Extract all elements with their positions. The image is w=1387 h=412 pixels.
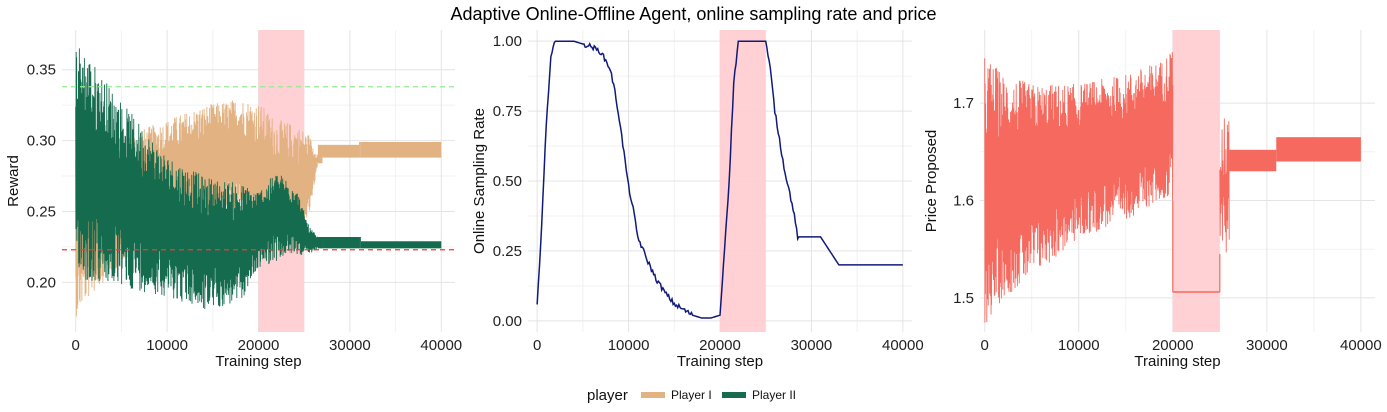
y-tick-label: 0.50 <box>493 173 522 190</box>
x-axis-title: Training step <box>677 353 763 370</box>
player-i-band <box>317 144 323 164</box>
y-tick-label: 1.5 <box>953 290 974 307</box>
y-tick-label: 0.25 <box>493 243 522 260</box>
y-tick-label: 0.25 <box>27 203 56 220</box>
player-ii-band <box>317 237 323 249</box>
sampling-rate-panel: 0 10000 20000 30000 40000 0.00 0.25 0.50 0.75 1.0… <box>471 30 924 370</box>
y-axis-title: Reward <box>5 155 22 207</box>
x-tick-label: 0 <box>72 337 80 354</box>
y-axis-title: Online Sampling Rate <box>471 108 488 254</box>
x-tick-label: 10000 <box>146 337 188 354</box>
legend: player Player I Player II <box>587 387 796 404</box>
x-tick-label: 20000 <box>238 337 280 354</box>
player-ii-band <box>359 237 361 249</box>
y-tick-label: 0.30 <box>27 133 56 150</box>
x-tick-label: 30000 <box>1246 337 1288 354</box>
reward-panel: 0 10000 20000 30000 40000 0.20 0.25 0.30 0.35 Tra… <box>5 30 462 370</box>
legend-label-player-ii: Player II <box>752 388 796 402</box>
x-tick-label: 40000 <box>882 337 924 354</box>
x-tick-label: 20000 <box>699 337 741 354</box>
shaded-region <box>1172 30 1220 332</box>
x-tick-label: 30000 <box>329 337 371 354</box>
sampling-rate-line <box>536 40 903 319</box>
legend-label-player-i: Player I <box>671 388 712 402</box>
price-transition <box>1219 118 1230 253</box>
y-tick-label: 1.6 <box>953 192 974 209</box>
x-tick-label: 10000 <box>608 337 650 354</box>
y-axis-title: Price Proposed <box>923 130 940 233</box>
player-i-band <box>359 142 361 158</box>
y-tick-label: 1.00 <box>493 33 522 50</box>
x-tick-label: 40000 <box>1340 337 1382 354</box>
y-tick-label: 0.00 <box>493 313 522 330</box>
y-tick-label: 0.35 <box>27 62 56 79</box>
x-tick-label: 10000 <box>1058 337 1100 354</box>
series-1-line <box>984 52 1174 323</box>
price-band <box>1229 149 1277 172</box>
shaded-region <box>720 30 766 332</box>
figure-title: Adaptive Online-Offline Agent, online sa… <box>450 4 937 24</box>
player-ii-band <box>360 241 442 249</box>
legend-key-player-ii <box>722 392 746 398</box>
x-tick-label: 0 <box>981 337 989 354</box>
y-tick-label: 0.20 <box>27 274 56 291</box>
x-tick-label: 30000 <box>791 337 833 354</box>
y-tick-label: 0.75 <box>493 103 522 120</box>
price-band <box>1276 137 1361 162</box>
x-tick-label: 0 <box>533 337 541 354</box>
x-axis-title: Training step <box>1134 353 1220 370</box>
player-ii-band <box>322 237 360 249</box>
player-i-band <box>360 142 442 158</box>
y-tick-label: 1.7 <box>953 95 974 112</box>
player-ii-line <box>75 48 319 310</box>
x-tick-label: 20000 <box>1152 337 1194 354</box>
x-axis-title: Training step <box>215 353 301 370</box>
x-tick-label: 40000 <box>420 337 462 354</box>
price-panel: 0 10000 20000 30000 40000 1.5 1.6 1.7 Training s… <box>923 30 1382 370</box>
legend-key-player-i <box>641 392 665 398</box>
player-i-band <box>322 144 360 158</box>
legend-title: player <box>587 387 628 404</box>
